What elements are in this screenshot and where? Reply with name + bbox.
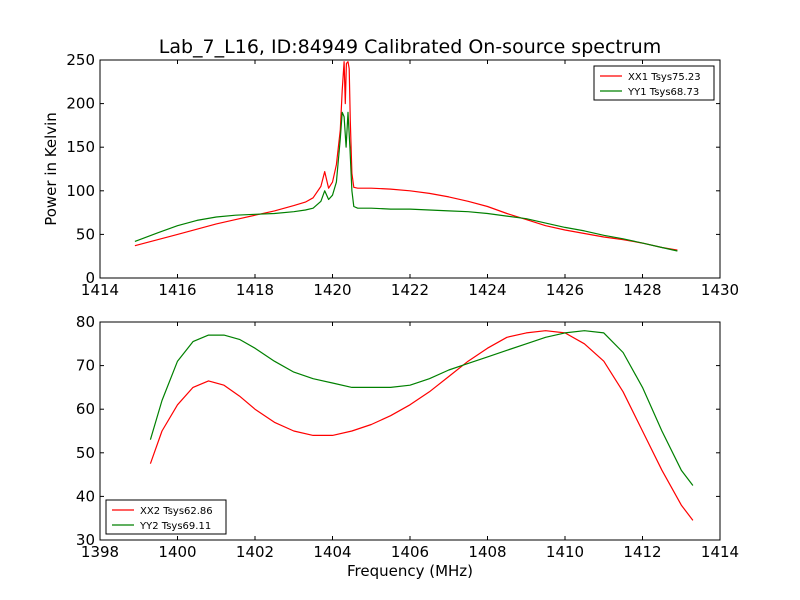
x-tick-label: 1428 (623, 281, 661, 299)
legend-box (593, 65, 715, 101)
top-plot-area: 1414 1416 1418 1420 1422 1424 1426 1428 1430 0 50 1… (66, 51, 739, 299)
y-tick-label: 60 (76, 400, 95, 418)
y-tick-label: 50 (76, 225, 95, 243)
y-tick-label: 250 (66, 51, 95, 69)
x-tick-label: 1404 (313, 543, 351, 561)
y-tick-label: 200 (66, 95, 95, 113)
x-tick-label: 1414 (701, 543, 739, 561)
x-tick-label: 1410 (546, 543, 584, 561)
x-tick-label: 1414 (81, 281, 119, 299)
y-tick-label: 40 (76, 487, 95, 505)
y-tick-label: 70 (76, 357, 95, 375)
x-tick-label: 1402 (236, 543, 274, 561)
series-line-1 (149, 330, 694, 521)
x-tick-label: 1420 (313, 281, 351, 299)
y-tick-label: 100 (66, 182, 95, 200)
legend-box (105, 499, 227, 535)
legend-label: YY2 Tsys69.11 (139, 521, 211, 532)
series-line-2 (134, 111, 678, 252)
x-tick-label: 1430 (701, 281, 739, 299)
series-line-2 (149, 330, 694, 486)
x-tick-label: 1408 (468, 543, 506, 561)
x-tick-label: 1406 (391, 543, 429, 561)
legend: XX2 Tsys62.86 YY2 Tsys69.11 (105, 499, 227, 535)
x-tick-label: 1424 (468, 281, 506, 299)
y-tick-label: 80 (76, 313, 95, 331)
y-tick-label: 50 (76, 444, 95, 462)
legend-label: XX1 Tsys75.23 (628, 72, 701, 83)
legend: XX1 Tsys75.23 YY1 Tsys68.73 (593, 65, 715, 101)
x-tick-label: 1400 (158, 543, 196, 561)
y-tick-label: 150 (66, 138, 95, 156)
x-tick-label: 1416 (158, 281, 196, 299)
x-axis-label: Frequency (MHz) (347, 562, 473, 580)
top-ylabel: Power in Kelvin (42, 112, 60, 226)
x-tick-label: 1426 (546, 281, 584, 299)
x-tick-label: 1422 (391, 281, 429, 299)
x-tick-label: 1418 (236, 281, 274, 299)
bottom-panel: 1398 1400 1402 1404 1406 1408 1410 1412 1414 30 40… (76, 313, 739, 561)
legend-label: YY1 Tsys68.73 (627, 87, 699, 98)
series-line-1 (134, 61, 678, 251)
y-tick-label: 0 (85, 269, 95, 287)
x-tick-label: 1412 (623, 543, 661, 561)
top-panel: Power in Kelvin 1414 1416 1418 1420 1422 1424… (42, 51, 739, 299)
legend-label: XX2 Tsys62.86 (140, 506, 213, 517)
x-tick-label: 1398 (81, 543, 119, 561)
bottom-plot-area: 1398 1400 1402 1404 1406 1408 1410 1412 1414 30 40… (76, 313, 739, 561)
y-tick-label: 30 (76, 531, 95, 549)
figure-title: Lab_7_L16, ID:84949 Calibrated On-source… (159, 36, 661, 58)
